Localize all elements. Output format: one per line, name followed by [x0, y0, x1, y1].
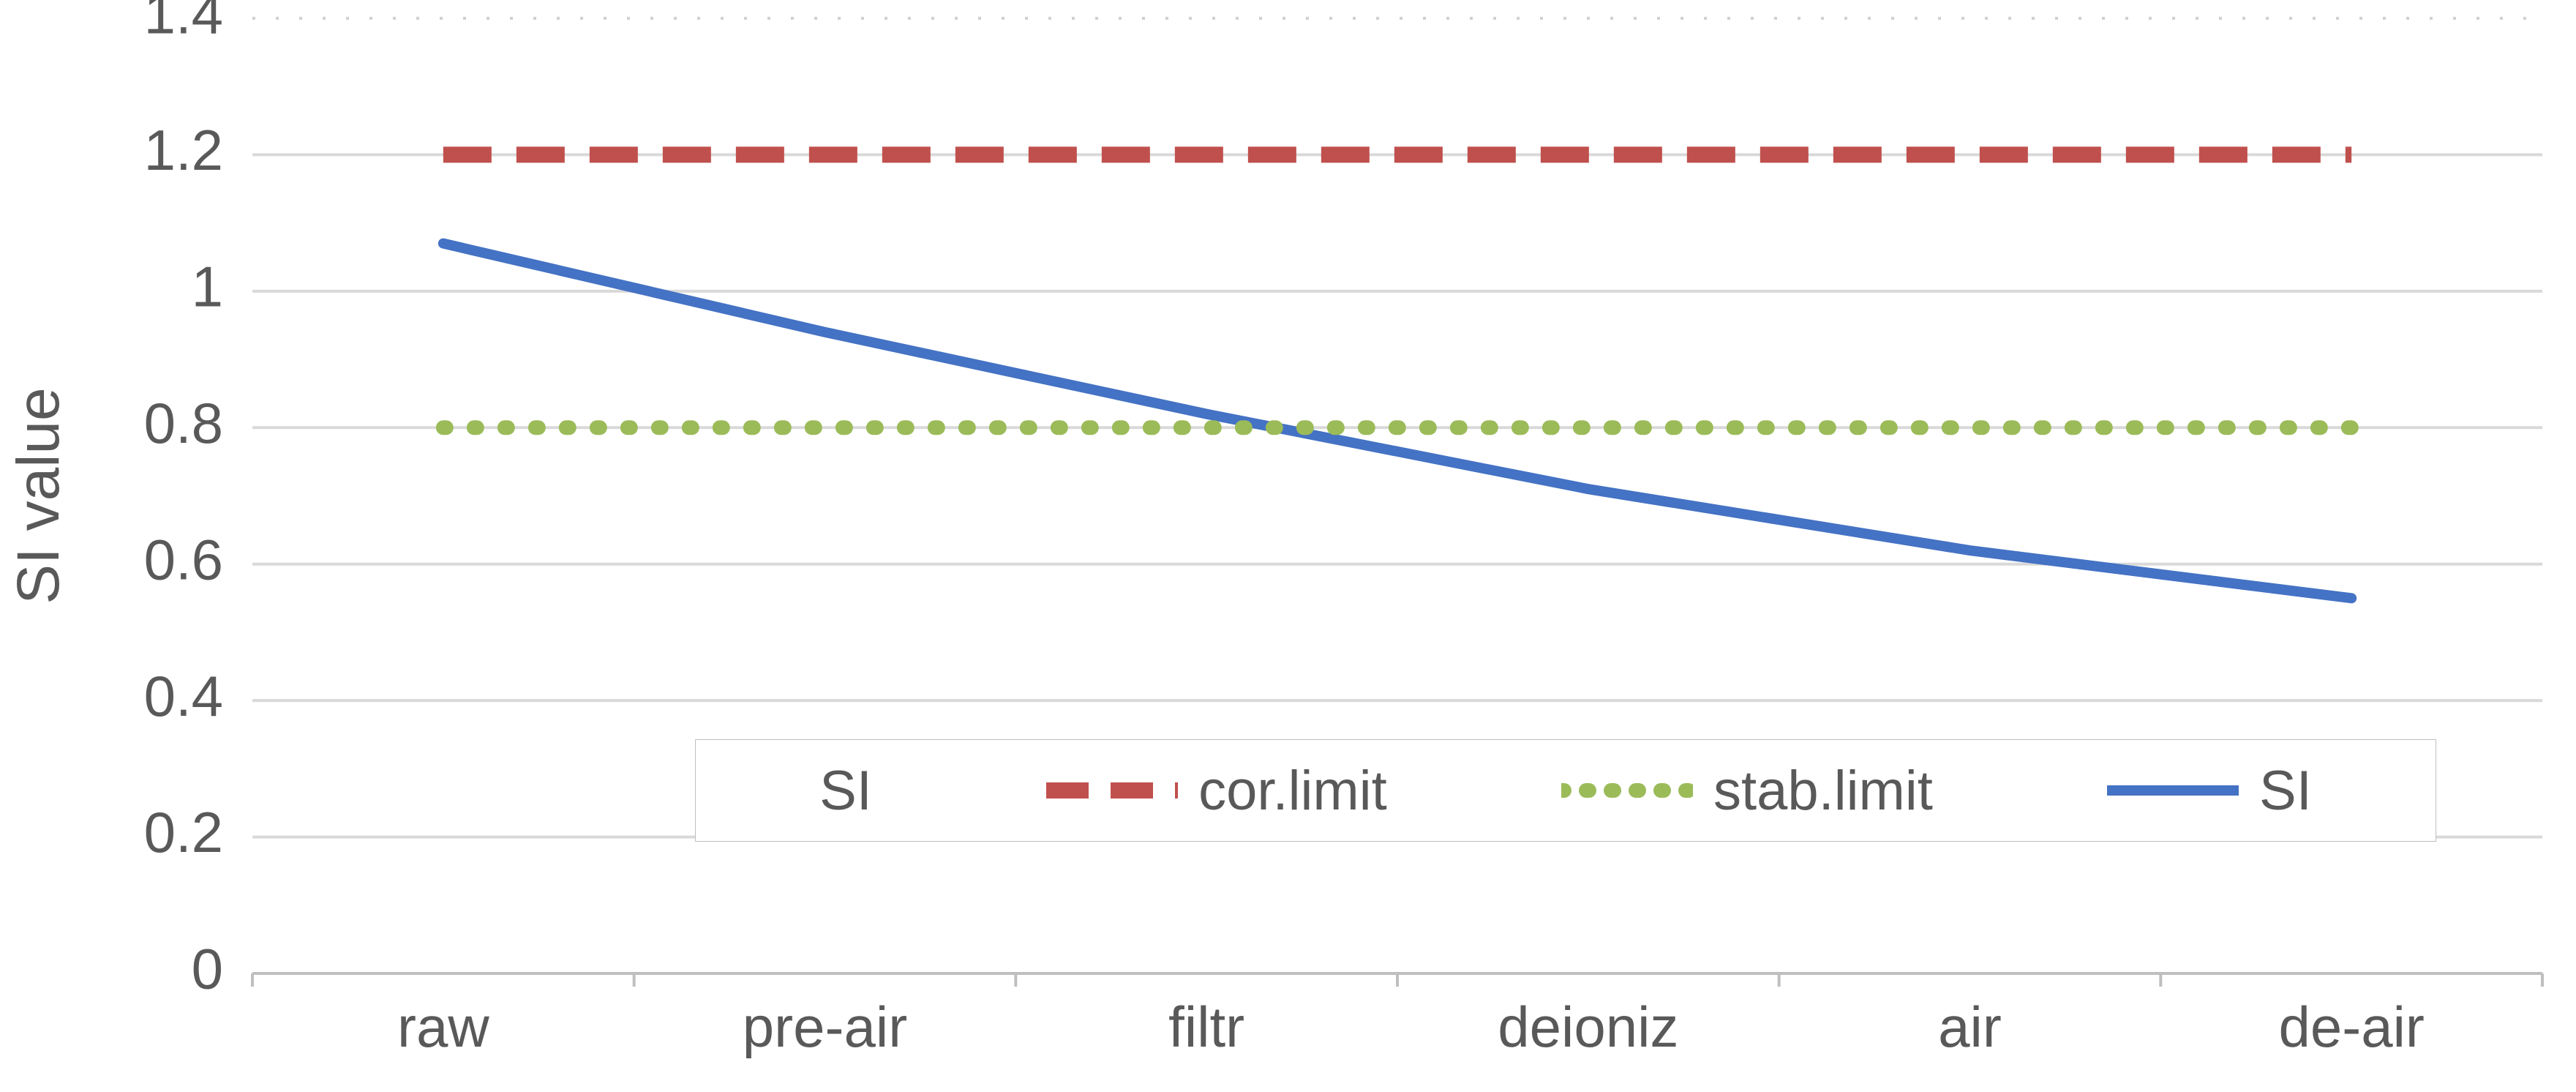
legend-item: stab.limit	[1561, 759, 1933, 823]
x-category-label: deioniz	[1498, 995, 1678, 1059]
x-category-label: air	[1938, 995, 2002, 1059]
y-tick-label: 0.6	[144, 527, 223, 591]
legend-swatch	[1046, 780, 1178, 801]
x-category-label: filtr	[1168, 995, 1244, 1059]
legend-item: SI	[2107, 759, 2312, 823]
y-axis-title: SI value	[5, 387, 72, 604]
x-category-label: de-air	[2278, 995, 2424, 1059]
y-tick-label: 0	[192, 937, 223, 1001]
legend-label: cor.limit	[1198, 759, 1387, 823]
legend-item: cor.limit	[1046, 759, 1387, 823]
si-line-chart: 0 0.2 0.4 0.6 0.8 1 1.2 1.4 raw pre-air filtr deion…	[0, 0, 2576, 1092]
chart-legend: SI cor.limit stab.limit SI	[695, 739, 2436, 842]
legend-swatch	[2107, 780, 2239, 801]
legend-item: SI	[819, 759, 872, 823]
y-tick-label: 0.8	[144, 391, 223, 455]
x-category-label: pre-air	[743, 995, 907, 1059]
y-tick-label: 1	[192, 254, 223, 318]
legend-swatch	[1561, 780, 1693, 801]
legend-label: SI	[2259, 759, 2312, 823]
y-tick-label: 1.4	[144, 0, 223, 46]
y-tick-label: 1.2	[144, 118, 223, 182]
y-tick-label: 0.2	[144, 800, 223, 864]
y-tick-label: 0.4	[144, 664, 223, 728]
x-category-label: raw	[397, 995, 489, 1059]
legend-label: stab.limit	[1713, 759, 1933, 823]
legend-label: SI	[819, 759, 872, 823]
